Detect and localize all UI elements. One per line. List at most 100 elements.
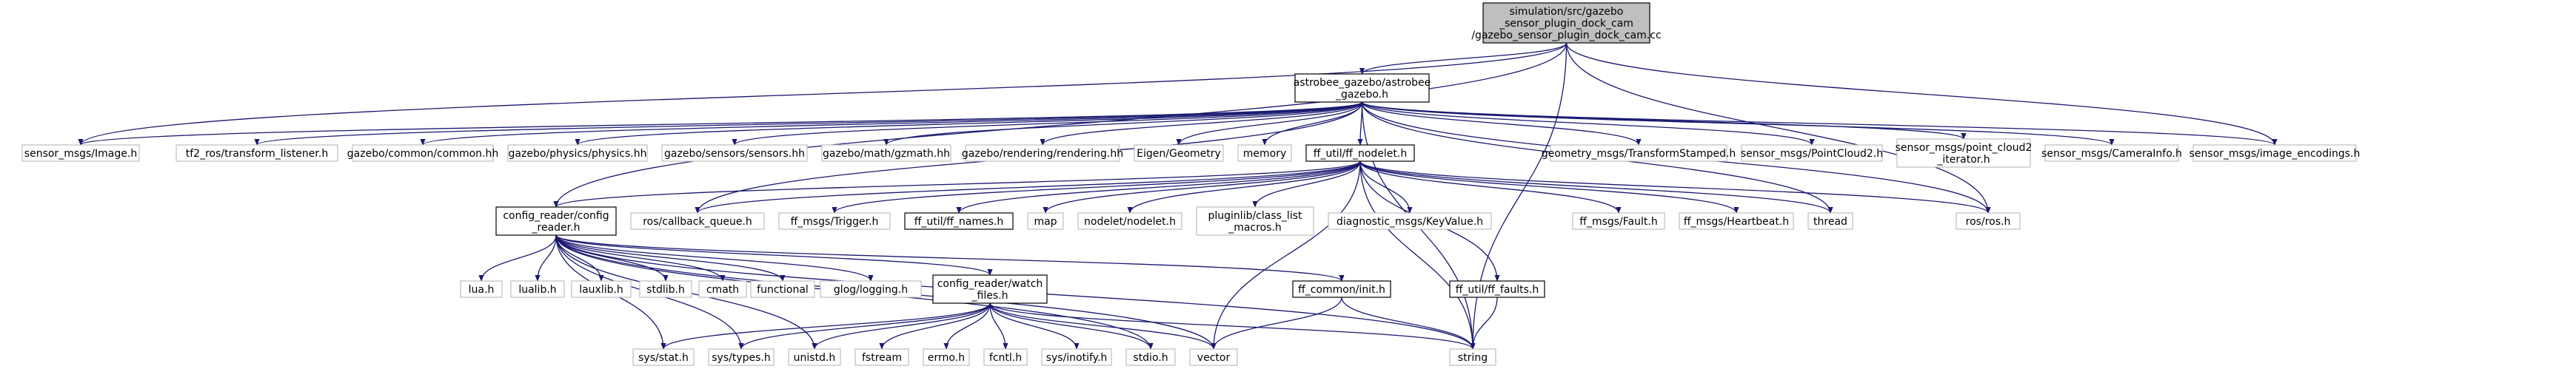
node-lauxlib[interactable]: lauxlib.h: [571, 280, 632, 298]
edge-ff-nodelet-to-callback-queue: [695, 160, 1361, 214]
node-fstream[interactable]: fstream: [854, 348, 909, 366]
node-config-reader[interactable]: config_reader/config_reader.h: [495, 206, 617, 236]
node-astrobee-gazebo[interactable]: astrobee_gazebo/astrobee_gazebo.h: [1294, 73, 1431, 103]
node-ff-faults[interactable]: ff_util/ff_faults.h: [1449, 280, 1545, 298]
node-label: glog/logging.h: [834, 284, 908, 296]
node-label: ff_msgs/Fault.h: [1579, 216, 1657, 228]
node-callback-queue[interactable]: ros/callback_queue.h: [630, 212, 765, 230]
edge-astrobee-gazebo-to-gz-rendering: [1040, 101, 1363, 146]
node-box: [1294, 73, 1430, 103]
node-root[interactable]: simulation/src/gazebo_sensor_plugin_dock…: [1471, 2, 1662, 44]
edge-astrobee-gazebo-to-geometry-tf: [1361, 101, 1642, 146]
edge-config-reader-to-ff-common: [555, 234, 1345, 282]
node-gz-rendering[interactable]: gazebo/rendering/rendering.hh: [962, 144, 1123, 162]
node-box: [1134, 144, 1224, 162]
node-class-list[interactable]: pluginlib/class_list_macros.h: [1196, 206, 1314, 236]
node-ros-h[interactable]: ros/ros.h: [1956, 212, 2021, 230]
node-label: gazebo/sensors/sensors.hh: [664, 148, 805, 160]
node-ff-nodelet[interactable]: ff_util/ff_nodelet.h: [1305, 144, 1415, 162]
node-label: _macros.h: [1228, 222, 1282, 234]
node-gz-sensors[interactable]: gazebo/sensors/sensors.hh: [661, 144, 808, 162]
node-label: sensor_msgs/Image.h: [24, 148, 137, 160]
node-sys-stat[interactable]: sys/stat.h: [632, 348, 695, 366]
node-cmath[interactable]: cmath: [698, 280, 747, 298]
node-sys-types[interactable]: sys/types.h: [708, 348, 775, 366]
node-watch-files[interactable]: config_reader/watch_files.h: [932, 274, 1048, 304]
edge-ff-nodelet-to-nodelet: [1127, 160, 1361, 214]
node-geometry-tf[interactable]: geometry_msgs/TransformStamped.h: [1542, 144, 1736, 162]
node-box: [1896, 138, 2031, 168]
node-label: gazebo/physics/physics.hh: [509, 148, 647, 160]
node-memory[interactable]: memory: [1237, 144, 1292, 162]
node-box: [1741, 144, 1883, 162]
edge-config-reader-to-glog: [555, 234, 874, 282]
node-eigen[interactable]: Eigen/Geometry: [1134, 144, 1224, 162]
node-label: functional: [757, 284, 809, 296]
nodes-layer: simulation/src/gazebo_sensor_plugin_dock…: [21, 2, 2361, 366]
edge-ff-nodelet-to-class-list: [1252, 160, 1361, 208]
node-label: pluginlib/class_list: [1208, 210, 1303, 222]
edge-ff-nodelet-to-string: [1359, 160, 1476, 350]
node-box: [352, 144, 494, 162]
edge-watch-files-to-fstream: [879, 302, 991, 350]
edge-config-reader-to-functional: [555, 234, 786, 282]
node-nodelet[interactable]: nodelet/nodelet.h: [1077, 212, 1182, 230]
node-label: ff_util/ff_names.h: [914, 216, 1003, 228]
node-ff-common[interactable]: ff_common/init.h: [1292, 280, 1391, 298]
node-thread[interactable]: thread: [1807, 212, 1853, 230]
node-trigger[interactable]: ff_msgs/Trigger.h: [778, 212, 891, 230]
node-errno[interactable]: errno.h: [923, 348, 970, 366]
edge-root-to-ros-h: [1565, 42, 1991, 214]
node-pointcloud2[interactable]: sensor_msgs/PointCloud2.h: [1741, 144, 1883, 162]
node-label: sys/stat.h: [638, 352, 689, 364]
node-stdio[interactable]: stdio.h: [1125, 348, 1176, 366]
edge-ff-nodelet-to-thread: [1359, 160, 1833, 214]
node-box: [2044, 144, 2179, 162]
edge-ff-nodelet-to-heartbeat: [1359, 160, 1739, 214]
node-string[interactable]: string: [1449, 348, 1496, 366]
node-box: [932, 274, 1048, 304]
node-image-h[interactable]: sensor_msgs/Image.h: [21, 144, 140, 162]
node-tf2-listener[interactable]: tf2_ros/transform_listener.h: [175, 144, 338, 162]
edge-ff-nodelet-to-ff-names: [956, 160, 1361, 214]
node-label: stdlib.h: [646, 284, 685, 296]
node-pc2-iterator[interactable]: sensor_msgs/point_cloud2_iterator.h: [1896, 138, 2033, 168]
node-label: ff_msgs/Trigger.h: [791, 216, 879, 228]
node-label: _sensor_plugin_dock_cam: [1499, 18, 1633, 30]
node-inotify[interactable]: sys/inotify.h: [1041, 348, 1112, 366]
node-box: [904, 212, 1014, 230]
node-glog[interactable]: glog/logging.h: [820, 280, 922, 298]
node-gz-physics[interactable]: gazebo/physics/physics.hh: [507, 144, 648, 162]
node-map[interactable]: map: [1027, 212, 1064, 230]
node-gz-common[interactable]: gazebo/common/common.hh: [347, 144, 498, 162]
node-fault[interactable]: ff_msgs/Fault.h: [1572, 212, 1665, 230]
node-label: sys/inotify.h: [1046, 352, 1108, 364]
node-label: string: [1458, 352, 1488, 364]
node-box: [2192, 144, 2357, 162]
node-stdlib[interactable]: stdlib.h: [639, 280, 692, 298]
node-lua[interactable]: lua.h: [460, 280, 503, 298]
node-label: ros/callback_queue.h: [643, 216, 752, 228]
edge-watch-files-to-sys-stat: [660, 302, 991, 350]
node-ff-names[interactable]: ff_util/ff_names.h: [904, 212, 1014, 230]
node-keyvalue[interactable]: diagnostic_msgs/KeyValue.h: [1328, 212, 1492, 230]
node-heartbeat[interactable]: ff_msgs/Heartbeat.h: [1679, 212, 1794, 230]
node-image-encodings[interactable]: sensor_msgs/image_encodings.h: [2189, 144, 2361, 162]
node-label: astrobee_gazebo/astrobee: [1294, 77, 1431, 89]
edge-watch-files-to-unistd: [812, 302, 991, 350]
node-fcntl[interactable]: fcntl.h: [983, 348, 1028, 366]
node-lualib[interactable]: lualib.h: [510, 280, 565, 298]
node-label: vector: [1197, 352, 1231, 364]
node-camerainfo[interactable]: sensor_msgs/CameraInfo.h: [2041, 144, 2182, 162]
node-unistd[interactable]: unistd.h: [788, 348, 841, 366]
node-box: [1572, 212, 1665, 230]
node-gz-math[interactable]: gazebo/math/gzmath.hh: [821, 144, 951, 162]
edge-astrobee-gazebo-to-camerainfo: [1361, 101, 2115, 146]
node-box: [1449, 348, 1496, 366]
node-functional[interactable]: functional: [750, 280, 815, 298]
node-label: sensor_msgs/image_encodings.h: [2189, 148, 2361, 160]
node-vector[interactable]: vector: [1189, 348, 1238, 366]
edge-ff-nodelet-to-ros-h: [1359, 160, 1991, 214]
edge-root-to-config-reader: [553, 42, 1568, 208]
